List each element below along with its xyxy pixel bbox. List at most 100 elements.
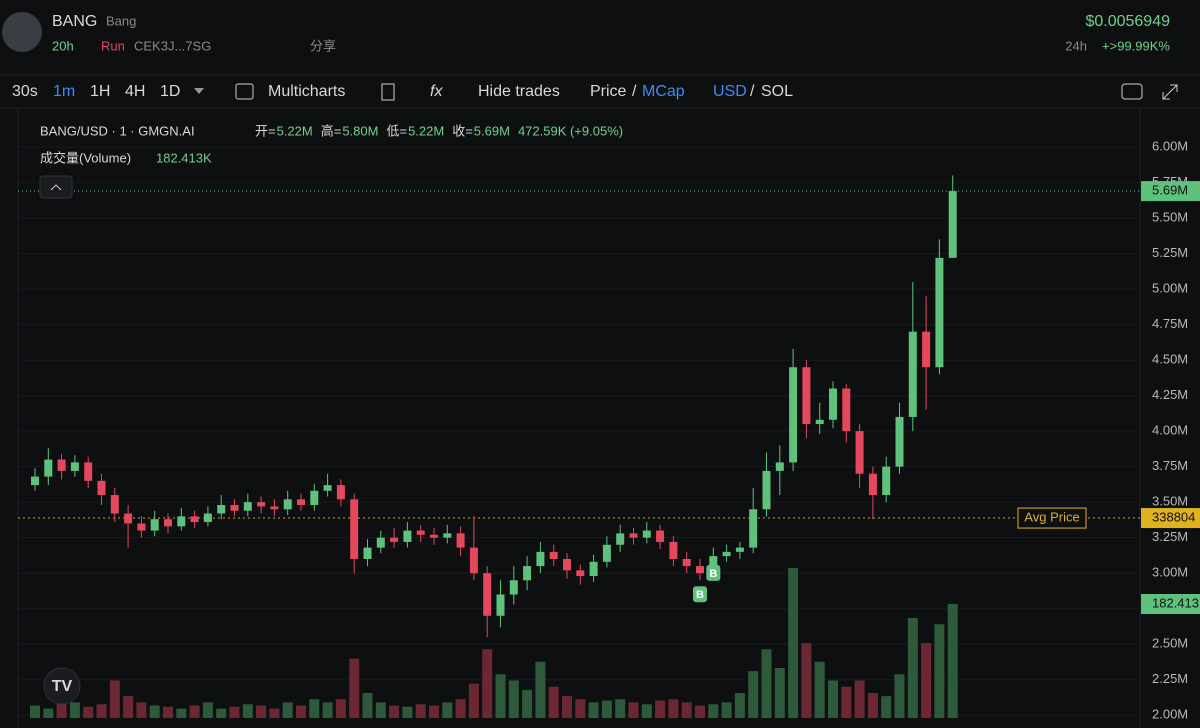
volume-bar — [748, 671, 759, 718]
volume-bar — [668, 699, 679, 718]
volume-bar — [375, 702, 386, 718]
interval[interactable]: 4H — [125, 83, 145, 100]
symbol: BANG — [52, 13, 97, 30]
y-tick-label: 3.75M — [1152, 458, 1188, 473]
volume-bar — [429, 705, 439, 718]
volume-bar — [495, 674, 506, 718]
avatar — [2, 12, 42, 52]
price-toggle[interactable]: Price — [590, 83, 627, 100]
volume-bar — [774, 668, 785, 718]
candle-icon[interactable] — [381, 83, 395, 101]
price: $0.0056949 — [1085, 13, 1170, 30]
volume-bar — [535, 661, 546, 718]
trade-marker — [693, 586, 707, 603]
candle-body — [709, 556, 718, 574]
candle-body — [855, 431, 864, 474]
volume-bar — [123, 696, 134, 718]
candle-body — [842, 388, 851, 432]
candle-body — [948, 191, 957, 258]
multicharts-icon[interactable] — [235, 83, 254, 100]
candle-body — [217, 504, 226, 514]
legend-key: 开= — [255, 123, 276, 138]
tv-logo[interactable] — [43, 667, 81, 705]
volume-bar — [56, 699, 67, 718]
screenshot-icon[interactable] — [1121, 83, 1143, 100]
volume-bar — [615, 699, 626, 718]
volume-bar — [641, 704, 652, 718]
volume-bar — [109, 680, 120, 718]
legend-value: 5.22M — [408, 123, 444, 138]
volume-bar — [841, 686, 852, 718]
hide-trades[interactable]: Hide trades — [478, 83, 560, 100]
candle-body — [829, 388, 837, 420]
volume-bar — [256, 705, 267, 718]
candle-body — [243, 502, 252, 511]
candle-body — [416, 530, 425, 535]
y-tick-label: 4.75M — [1152, 316, 1188, 331]
candle-body — [762, 470, 771, 510]
volume-bar — [628, 702, 639, 718]
volume-bar — [176, 708, 187, 718]
candle-body — [576, 570, 585, 577]
collapse-button[interactable] — [39, 175, 73, 199]
usd-toggle[interactable]: USD — [713, 83, 747, 100]
volume-bar — [721, 702, 732, 718]
volume-bar — [402, 706, 413, 718]
volume-bar — [389, 705, 400, 718]
candle-body — [31, 476, 39, 486]
legend-key: 低= — [386, 123, 407, 138]
volume-bar — [562, 696, 572, 718]
volume-bar — [508, 680, 519, 718]
interval[interactable]: 30s — [12, 83, 38, 100]
legend-value: 5.22M — [277, 123, 313, 138]
interval[interactable]: 1H — [90, 83, 110, 100]
candle-body — [549, 551, 558, 559]
candle-body — [230, 504, 239, 511]
collapse-icon[interactable] — [50, 184, 62, 191]
candle-body — [642, 530, 651, 538]
trade-marker — [706, 564, 721, 581]
token-name: Bang — [106, 13, 136, 28]
interval[interactable]: 1D — [160, 83, 180, 100]
volume-bar — [242, 704, 253, 718]
multicharts[interactable]: Multicharts — [268, 83, 345, 100]
candle-body — [669, 541, 678, 559]
volume-bar — [601, 700, 612, 718]
mcap-toggle[interactable]: MCap — [642, 83, 685, 100]
address[interactable]: CEK3J...7SG — [134, 38, 211, 53]
fullscreen-icon[interactable] — [1162, 84, 1178, 100]
share[interactable]: 分享 — [310, 38, 336, 53]
volume-bar — [881, 696, 892, 718]
volume-bar — [934, 624, 945, 718]
fx-icon[interactable]: fx — [430, 83, 443, 100]
volume-bar — [907, 618, 918, 718]
volume-bar — [894, 674, 905, 718]
legend-change: 472.59K (+9.05%) — [518, 123, 623, 138]
volume-legend: 182.413K — [156, 150, 212, 165]
candle-body — [469, 547, 478, 574]
candle-body — [775, 462, 784, 471]
volume-bar — [96, 704, 107, 718]
dropdown[interactable] — [194, 88, 204, 94]
sol-toggle[interactable]: SOL — [761, 83, 793, 100]
candle-body — [177, 516, 186, 527]
candle-body — [656, 530, 665, 542]
volume-bar — [269, 708, 280, 718]
change: +>99.99K% — [1102, 38, 1170, 53]
candle-body — [563, 558, 571, 571]
legend-value: 5.69M — [474, 123, 510, 138]
candle-body — [270, 506, 279, 510]
candle-body — [336, 485, 345, 500]
volume-bar — [349, 658, 360, 718]
volume-bar — [588, 702, 599, 718]
candle-body — [589, 561, 598, 577]
interval[interactable]: 1m — [53, 83, 75, 100]
volume-bar — [163, 706, 173, 718]
y-tick-label: 4.50M — [1152, 352, 1188, 367]
candle-body — [297, 499, 305, 505]
candle-body — [323, 485, 332, 491]
volume-bar — [296, 705, 306, 718]
candle-body — [882, 466, 891, 496]
volume-bar — [828, 680, 838, 718]
